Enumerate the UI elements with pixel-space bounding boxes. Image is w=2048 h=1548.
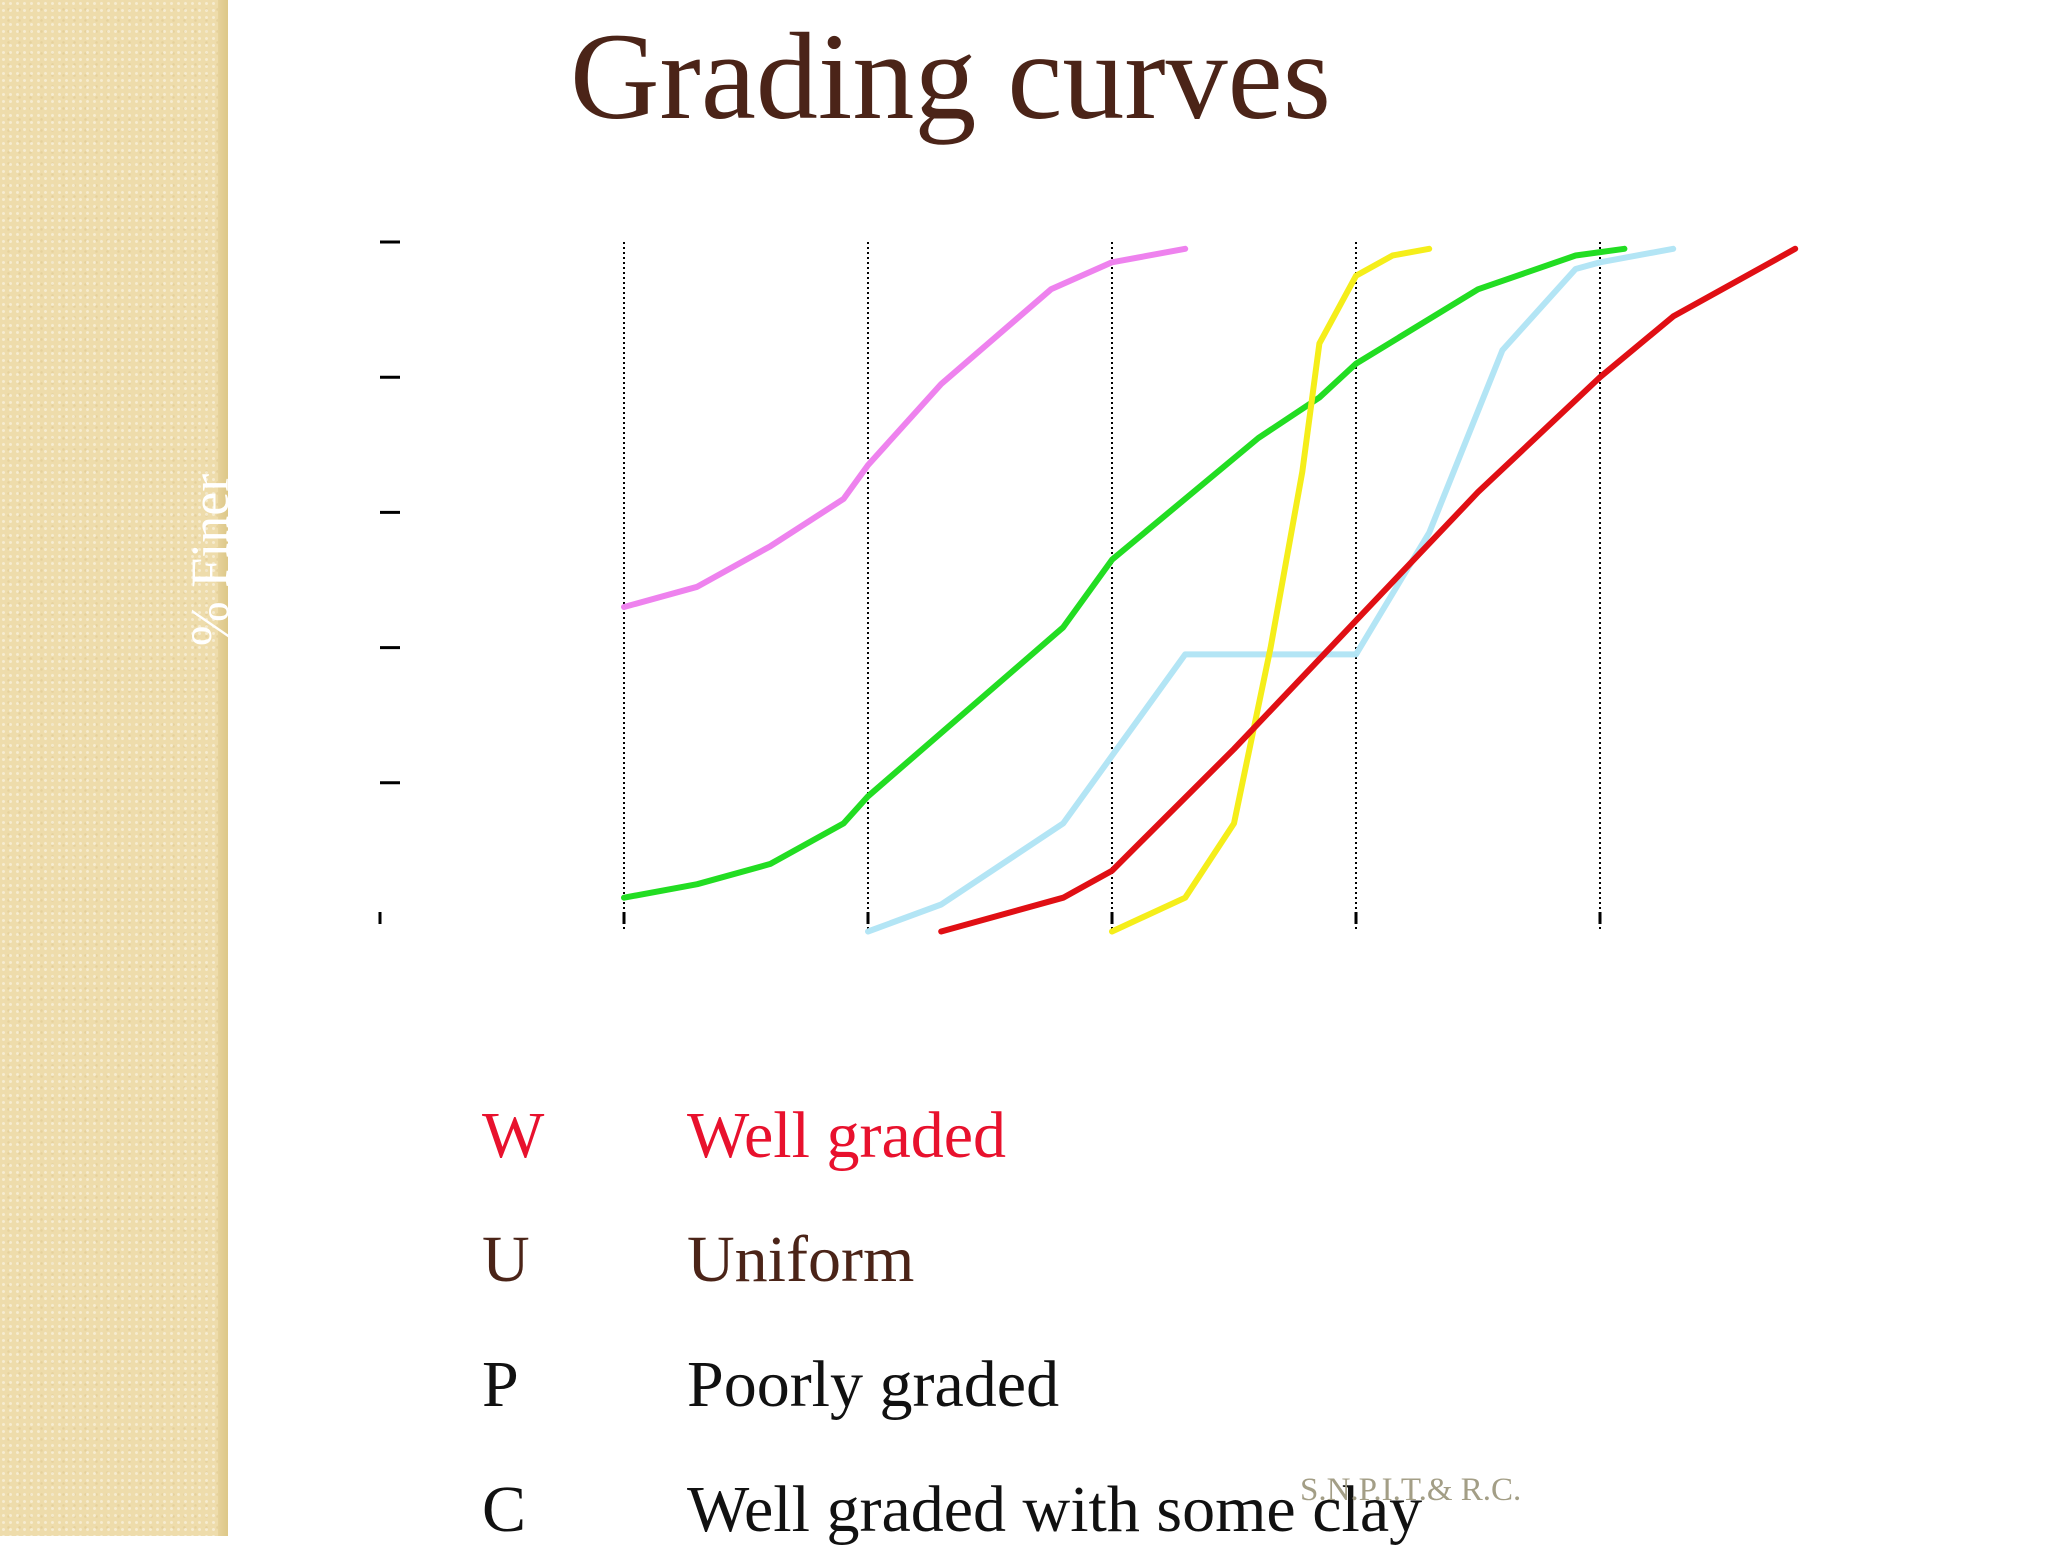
x-axis-ticks [622,912,1602,924]
series-line-1 [621,245,1189,610]
legend-code-c: C [482,1473,527,1546]
legend-code-w: W [482,1099,545,1172]
decorative-sidebar [0,0,226,1536]
legend-code-p: P [482,1348,519,1421]
series-line-2 [621,245,1628,901]
sidebar-edge [218,0,228,1536]
y-axis-label: % Finer [180,473,240,647]
legend-label-w: Well graded [687,1099,1007,1172]
legend-code-u: U [482,1223,530,1296]
series-lines [621,245,1799,935]
legend-label-u: Uniform [687,1223,915,1296]
series-line-3 [865,245,1677,935]
footer-institution: S.N.P.I.T.& R.C. [1300,1472,1522,1508]
slide-title: Grading curves [570,8,1331,145]
series-line-5 [938,245,1799,935]
y-axis-ticks [378,240,400,924]
vertical-gridlines [623,242,1601,932]
series-line-4 [1109,245,1433,935]
legend-label-c: Well graded with some clay [687,1473,1423,1546]
legend-label-p: Poorly graded [687,1348,1060,1421]
